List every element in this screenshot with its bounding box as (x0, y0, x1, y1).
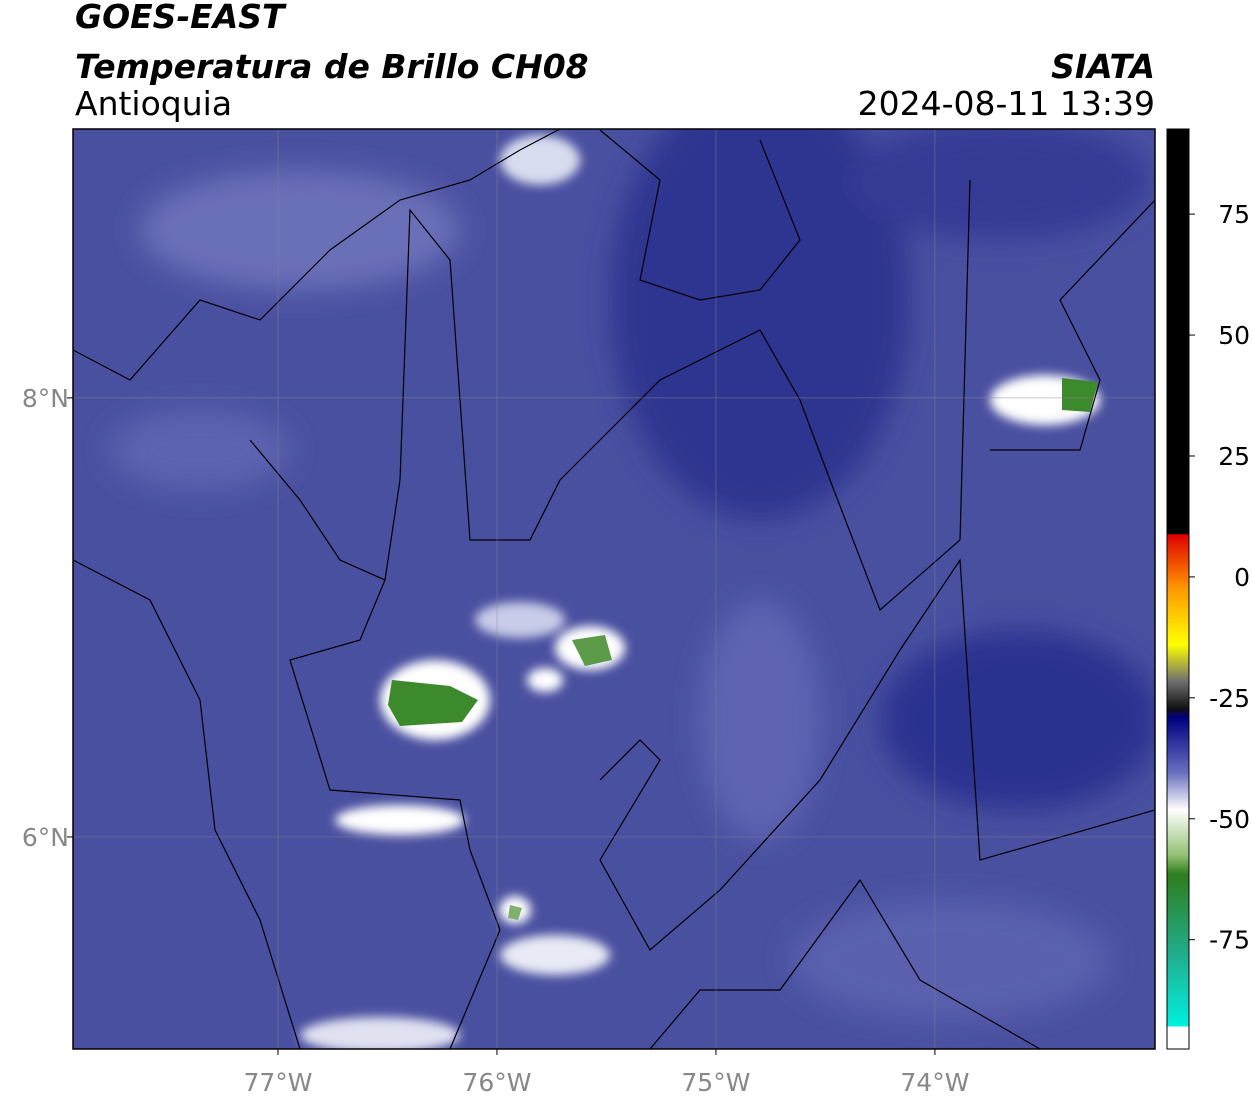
y-tick-label: 6°N (22, 823, 69, 852)
map-image (73, 129, 1155, 1049)
region: Antioquia (75, 84, 232, 123)
colorbar-tick-label: 25 (1218, 442, 1250, 471)
colorbar-tick-label: -75 (1209, 926, 1250, 955)
colorbar (1166, 128, 1190, 1050)
source: SIATA (1051, 47, 1155, 86)
map-frame (72, 128, 1156, 1050)
grid (73, 129, 1155, 1049)
colorbar-tick-label: -50 (1209, 805, 1250, 834)
colorbar-tick-label: -25 (1209, 684, 1250, 713)
y-tick-label: 8°N (22, 384, 69, 413)
x-tick-label: 74°W (900, 1068, 969, 1097)
title: GOES-EAST (75, 0, 287, 36)
timestamp: 2024-08-11 13:39 (858, 84, 1155, 123)
x-tick-label: 77°W (243, 1068, 312, 1097)
x-tick-label: 75°W (681, 1068, 750, 1097)
colorbar-tick-label: 50 (1218, 321, 1250, 350)
colorbar-tick-label: 0 (1234, 563, 1250, 592)
subtitle: Temperatura de Brillo CH08 (75, 47, 589, 86)
x-tick-label: 76°W (462, 1068, 531, 1097)
colorbar-tick-label: 75 (1218, 200, 1250, 229)
